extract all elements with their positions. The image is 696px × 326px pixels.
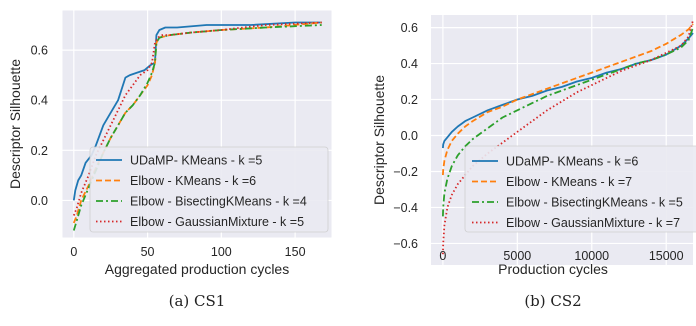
x-tick-label: 50 bbox=[141, 245, 155, 259]
series-line bbox=[72, 21, 322, 201]
series-line bbox=[72, 21, 322, 216]
x-tick-label: 10000 bbox=[574, 249, 609, 263]
x-tick-label: 0 bbox=[439, 249, 446, 263]
y-axis-label: Descriptor Silhouette bbox=[7, 59, 23, 189]
x-axis-label: Aggregated production cycles bbox=[105, 261, 289, 277]
legend: UDaMP- KMeans - k =6 Elbow - KMeans - k =… bbox=[464, 145, 696, 233]
y-tick-label: −0.4 bbox=[393, 201, 418, 215]
caption: (b) CS2 bbox=[524, 292, 581, 310]
y-axis-label: Descriptor Silhouette bbox=[371, 75, 387, 205]
series-line bbox=[442, 27, 694, 217]
y-tick-label: 0.6 bbox=[31, 44, 48, 58]
y-tick-label: 0.4 bbox=[31, 94, 48, 108]
legend: UDaMP- KMeans - k =5 Elbow - KMeans - k =… bbox=[89, 146, 329, 233]
y-tick-label: 0.2 bbox=[31, 144, 48, 158]
x-tick-label: 5000 bbox=[503, 249, 531, 263]
legend-frame bbox=[464, 145, 696, 233]
y-tick-label: 0.6 bbox=[401, 21, 418, 35]
legend-label: Elbow - KMeans - k =6 bbox=[130, 174, 256, 188]
x-tick-label: 100 bbox=[211, 245, 232, 259]
x-axis-label: Production cycles bbox=[498, 261, 608, 277]
y-tick-label: 0.0 bbox=[401, 129, 418, 143]
legend-label: UDaMP- KMeans - k =5 bbox=[130, 154, 262, 168]
chart-cs2: 0 5000 10000 15000 −0.6 −0.4 −0.2 0.0 0.2 0.4 0.6… bbox=[371, 15, 696, 310]
series-line bbox=[442, 23, 694, 176]
legend-label: Elbow - BisectingKMeans - k =5 bbox=[506, 196, 683, 210]
y-tick-label: −0.6 bbox=[393, 237, 418, 251]
y-tick-label: 0.4 bbox=[401, 57, 418, 71]
y-tick-label: −0.2 bbox=[393, 165, 418, 179]
caption: (a) CS1 bbox=[169, 292, 226, 310]
y-tick-labels: −0.6 −0.4 −0.2 0.0 0.2 0.4 0.6 bbox=[393, 21, 418, 251]
x-tick-label: 15000 bbox=[649, 249, 684, 263]
legend-frame bbox=[89, 146, 329, 233]
x-tick-labels: 0 5000 10000 15000 bbox=[439, 249, 683, 263]
series-layer bbox=[442, 20, 694, 255]
legend-label: Elbow - GaussianMixture - k =5 bbox=[130, 215, 304, 229]
x-tick-labels: 0 50 100 150 bbox=[70, 245, 305, 259]
y-tick-label: 0.2 bbox=[401, 93, 418, 107]
x-tick-label: 0 bbox=[70, 245, 77, 259]
legend-label: Elbow - GaussianMixture - k =7 bbox=[506, 216, 680, 230]
y-tick-labels: 0.0 0.2 0.4 0.6 bbox=[31, 44, 48, 208]
y-tick-label: 0.0 bbox=[31, 194, 48, 208]
legend-label: Elbow - BisectingKMeans - k =4 bbox=[130, 195, 307, 209]
legend-label: UDaMP- KMeans - k =6 bbox=[506, 155, 638, 169]
legend-label: Elbow - KMeans - k =7 bbox=[506, 175, 632, 189]
chart-cs1: 0 50 100 150 0.0 0.2 0.4 0.6 Aggregated produc… bbox=[7, 9, 333, 310]
x-tick-label: 150 bbox=[285, 245, 306, 259]
